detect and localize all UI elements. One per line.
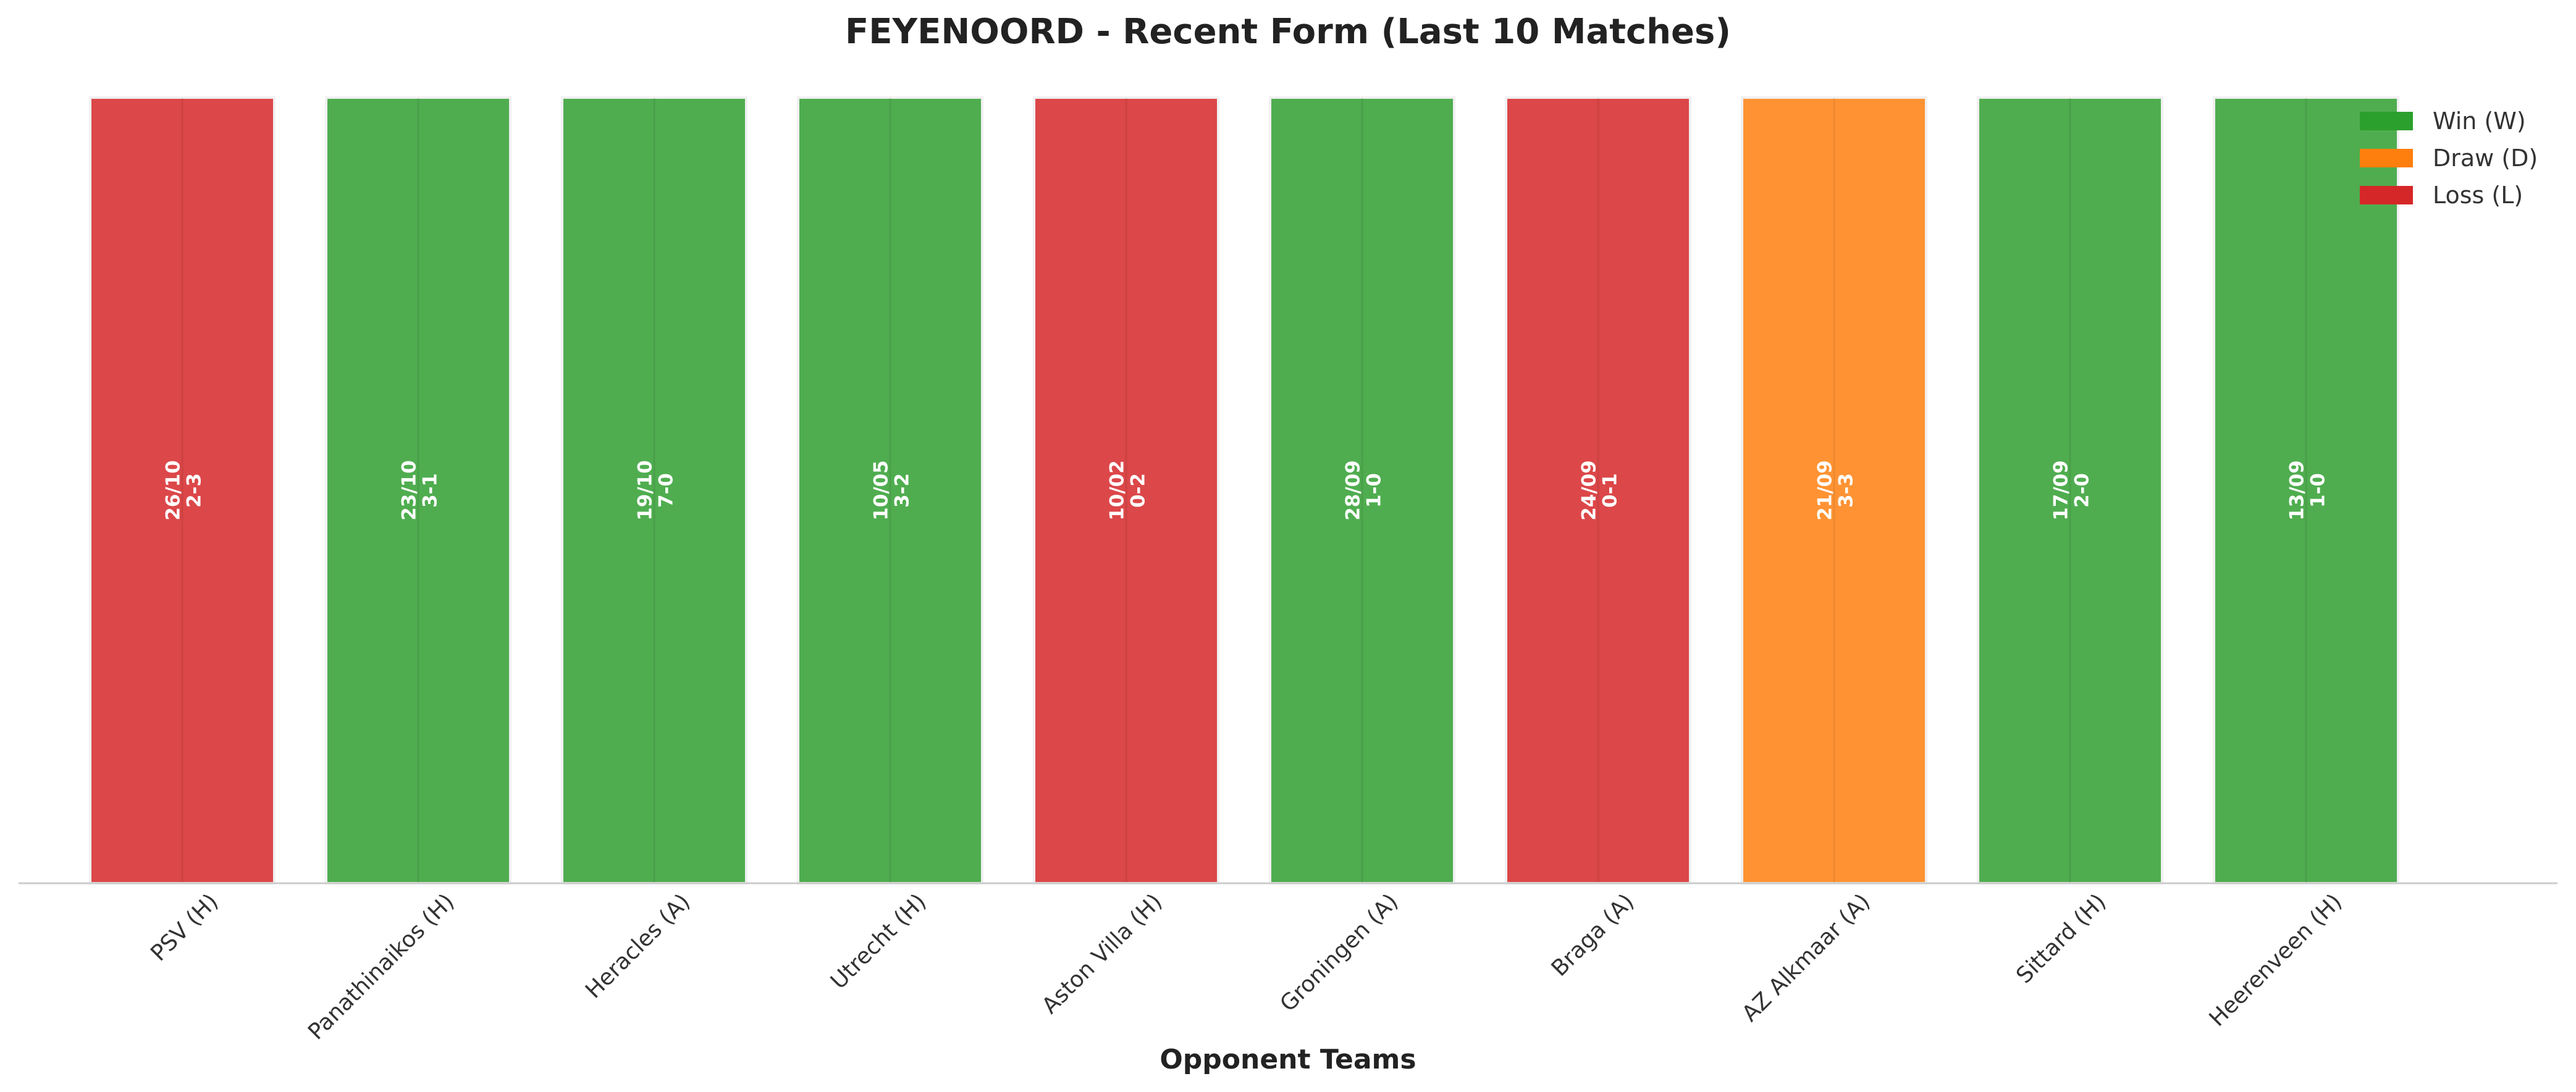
bar-label: 17/092-0 xyxy=(2050,460,2093,521)
bar-2 xyxy=(325,96,511,884)
bar-date: 23/10 xyxy=(398,460,420,521)
bar-10 xyxy=(2213,96,2399,884)
x-tick-label: Panathinaikos (H) xyxy=(303,889,459,1044)
x-tick-label: Groningen (A) xyxy=(1276,889,1404,1017)
bar-3 xyxy=(561,96,747,884)
x-tick-label: Sittard (H) xyxy=(2011,889,2111,988)
bar-date: 24/09 xyxy=(1578,460,1600,521)
legend-label-d: Draw (D) xyxy=(2433,145,2538,172)
legend-swatch-w xyxy=(2360,112,2413,130)
bar-label: 10/020-2 xyxy=(1106,460,1149,521)
bar-4 xyxy=(797,96,983,884)
bar-date: 26/10 xyxy=(162,460,184,521)
bar-score: 7-0 xyxy=(655,473,677,508)
legend: Win (W) Draw (D) Loss (L) xyxy=(2360,107,2538,209)
bar-label: 21/093-3 xyxy=(1814,460,1857,521)
x-tick-label: Aston Villa (H) xyxy=(1037,889,1167,1018)
x-tick-label: Heracles (A) xyxy=(581,889,695,1003)
bars-group: 26/102-3 23/103-1 19/107-0 10/053-2 10/020-2… xyxy=(89,96,2399,884)
bar-score: 1-0 xyxy=(2307,473,2329,508)
chart-title: FEYENOORD - Recent Form (Last 10 Matches… xyxy=(845,12,1731,52)
legend-swatch-l xyxy=(2360,186,2413,204)
bar-label: 23/103-1 xyxy=(398,460,441,521)
bar-label: 13/091-0 xyxy=(2286,460,2329,521)
x-axis-label: Opponent Teams xyxy=(1160,1044,1416,1075)
x-tick-label: Braga (A) xyxy=(1547,889,1639,981)
bar-date: 10/05 xyxy=(870,460,892,521)
bar-score: 2-0 xyxy=(2071,473,2093,508)
bar-score: 0-1 xyxy=(1599,473,1621,508)
legend-label-l: Loss (L) xyxy=(2433,182,2523,209)
bar-date: 19/10 xyxy=(634,460,656,521)
bar-5 xyxy=(1033,96,1219,884)
legend-swatch-d xyxy=(2360,149,2413,167)
bar-7 xyxy=(1505,96,1691,884)
bar-label: 24/090-1 xyxy=(1578,460,1621,521)
x-tick-label: AZ Alkmaar (A) xyxy=(1737,889,1875,1027)
bar-score: 2-3 xyxy=(183,473,205,508)
bar-label: 28/091-0 xyxy=(1342,460,1385,521)
bar-score: 1-0 xyxy=(1363,473,1385,508)
bar-label: 26/102-3 xyxy=(162,460,205,521)
bar-date: 28/09 xyxy=(1342,460,1364,521)
bar-date: 13/09 xyxy=(2286,460,2308,521)
x-tick-label: Heerenveen (H) xyxy=(2205,889,2347,1031)
x-tick-labels: PSV (H) Panathinaikos (H) Heracles (A) Utre… xyxy=(146,889,2347,1044)
bar-date: 10/02 xyxy=(1106,460,1128,521)
bar-score: 3-1 xyxy=(419,473,441,508)
x-tick-label: PSV (H) xyxy=(146,889,223,966)
bar-date: 21/09 xyxy=(1814,460,1836,521)
x-tick-label: Utrecht (H) xyxy=(826,889,931,994)
bar-date: 17/09 xyxy=(2050,460,2072,521)
bar-score: 3-3 xyxy=(1835,473,1857,508)
bar-6 xyxy=(1269,96,1455,884)
bar-label: 19/107-0 xyxy=(634,460,677,521)
bar-1 xyxy=(89,96,276,884)
bar-score: 0-2 xyxy=(1127,473,1149,508)
legend-label-w: Win (W) xyxy=(2433,107,2526,135)
bar-score: 3-2 xyxy=(891,473,913,508)
bar-label: 10/053-2 xyxy=(870,460,913,521)
